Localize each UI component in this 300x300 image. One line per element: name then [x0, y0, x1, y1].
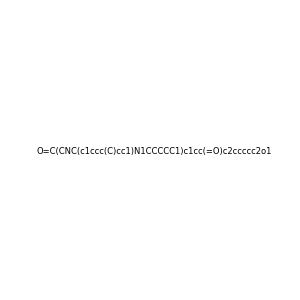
Text: O=C(CNC(c1ccc(C)cc1)N1CCCCC1)c1cc(=O)c2ccccc2o1: O=C(CNC(c1ccc(C)cc1)N1CCCCC1)c1cc(=O)c2c…	[36, 147, 272, 156]
